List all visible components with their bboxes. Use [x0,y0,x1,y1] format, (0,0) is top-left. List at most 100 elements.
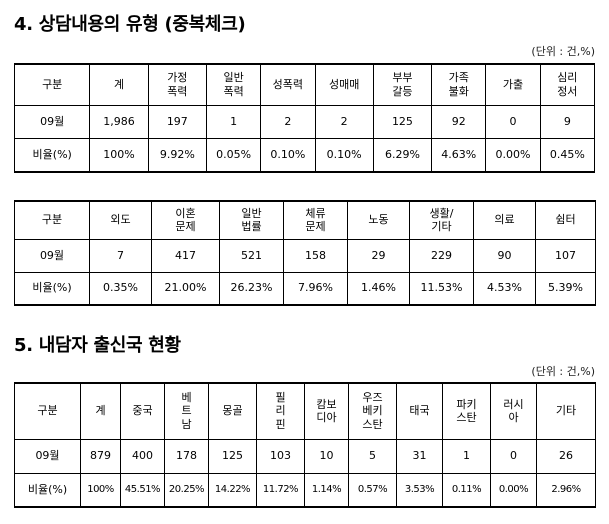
header-cell: 태국 [396,382,443,440]
table-cell: 26 [536,438,596,474]
table-cell: 2 [314,104,374,139]
table-header-row: 구분 계 가정 폭력 일반 폭력 성폭력 성매매 부부 갈등 가족 불화 가출 … [13,63,596,106]
header-cell: 러시 아 [490,382,537,440]
counseling-type-table-1: 구분 계 가정 폭력 일반 폭력 성폭력 성매매 부부 갈등 가족 불화 가출 … [13,63,596,173]
section-4-title: 4. 상담내용의 유형 (중복체크) [14,14,246,35]
header-cell: 구분 [14,382,81,440]
table-cell: 879 [80,438,121,474]
header-cell: 가출 [485,63,541,106]
header-cell: 구분 [14,200,90,240]
table-row: 09월 1,986 197 1 2 2 125 92 0 9 [13,104,596,139]
table-cell: 1.46% [347,271,410,306]
header-cell: 생활/ 기타 [409,200,474,240]
table-cell: 400 [120,438,165,474]
table-cell: 2 [260,104,316,139]
table-cell: 521 [219,238,284,273]
table-cell: 100% [89,137,149,173]
table-cell: 0 [485,104,541,139]
table-cell: 197 [147,104,207,139]
client-origin-table: 구분 계 중국 베 트 남 몽골 필 리 핀 캄보 디아 우즈 베키 스탄 태국… [14,382,596,508]
header-cell: 일반 폭력 [205,63,262,106]
table-cell: 26.23% [219,271,284,306]
header-cell: 파키 스탄 [442,382,491,440]
table-cell: 417 [151,238,220,273]
table-cell: 0 [490,438,537,474]
header-cell: 필 리 핀 [256,382,305,440]
table-cell: 09월 [14,438,81,474]
header-cell: 구분 [13,63,91,106]
table-cell: 31 [396,438,443,474]
counseling-type-table-2: 구분 외도 이혼 문제 일반 법률 체류 문제 노동 생활/ 기타 의료 쉼터 … [14,200,596,306]
table-row: 09월 879 400 178 125 103 10 5 31 1 0 26 [14,438,596,474]
table-row: 09월 7 417 521 158 29 229 90 107 [14,238,596,273]
table-cell: 0.10% [314,137,374,173]
table-cell: 4.63% [431,137,487,173]
table-cell: 3.53% [396,472,443,508]
table-cell: 비율(%) [14,271,90,306]
header-cell: 가정 폭력 [147,63,207,106]
section-5-title: 5. 내담자 출신국 현황 [14,335,181,356]
header-cell: 심리 정서 [539,63,596,106]
table-cell: 0.00% [490,472,537,508]
table-cell: 7 [89,238,152,273]
table-cell: 21.00% [151,271,220,306]
table-cell: 2.96% [536,472,596,508]
header-cell: 가족 불화 [431,63,487,106]
header-cell: 캄보 디아 [304,382,349,440]
header-cell: 성폭력 [260,63,316,106]
header-cell: 의료 [473,200,536,240]
table-cell: 비율(%) [13,137,91,173]
header-cell: 일반 법률 [219,200,284,240]
header-cell: 체류 문제 [283,200,348,240]
table-cell: 103 [256,438,305,474]
table-cell: 5.39% [535,271,596,306]
table-cell: 1 [442,438,491,474]
header-cell: 쉼터 [535,200,596,240]
table-cell: 09월 [14,238,90,273]
table-cell: 14.22% [208,472,257,508]
table-cell: 229 [409,238,474,273]
table-cell: 11.53% [409,271,474,306]
table-cell: 1 [205,104,262,139]
table-cell: 9 [539,104,596,139]
table-cell: 0.10% [260,137,316,173]
table-cell: 0.05% [205,137,262,173]
table-cell: 0.57% [348,472,397,508]
section-5-unit: (단위 : 건,%) [531,365,595,378]
table-header-row: 구분 계 중국 베 트 남 몽골 필 리 핀 캄보 디아 우즈 베키 스탄 태국… [14,382,596,440]
header-cell: 노동 [347,200,410,240]
table-cell: 107 [535,238,596,273]
table-cell: 125 [208,438,257,474]
table-cell: 100% [80,472,121,508]
table-cell: 0.00% [485,137,541,173]
section-4-unit: (단위 : 건,%) [531,45,595,58]
table-cell: 0.35% [89,271,152,306]
header-cell: 몽골 [208,382,257,440]
table-cell: 45.51% [120,472,165,508]
header-cell: 외도 [89,200,152,240]
table-cell: 1,986 [89,104,149,139]
table-row: 비율(%) 0.35% 21.00% 26.23% 7.96% 1.46% 11… [14,271,596,306]
table-cell: 09월 [13,104,91,139]
header-cell: 베 트 남 [164,382,209,440]
table-cell: 158 [283,238,348,273]
table-cell: 29 [347,238,410,273]
table-cell: 90 [473,238,536,273]
table-cell: 1.14% [304,472,349,508]
table-cell: 20.25% [164,472,209,508]
header-cell: 계 [80,382,121,440]
table-cell: 125 [372,104,433,139]
header-cell: 우즈 베키 스탄 [348,382,397,440]
table-cell: 92 [431,104,487,139]
table-cell: 0.45% [539,137,596,173]
table-cell: 9.92% [147,137,207,173]
table-row: 비율(%) 100% 9.92% 0.05% 0.10% 0.10% 6.29%… [13,137,596,173]
table-cell: 비율(%) [14,472,81,508]
table-cell: 4.53% [473,271,536,306]
table-cell: 7.96% [283,271,348,306]
header-cell: 성매매 [314,63,374,106]
table-cell: 5 [348,438,397,474]
header-cell: 이혼 문제 [151,200,220,240]
table-cell: 0.11% [442,472,491,508]
table-cell: 178 [164,438,209,474]
